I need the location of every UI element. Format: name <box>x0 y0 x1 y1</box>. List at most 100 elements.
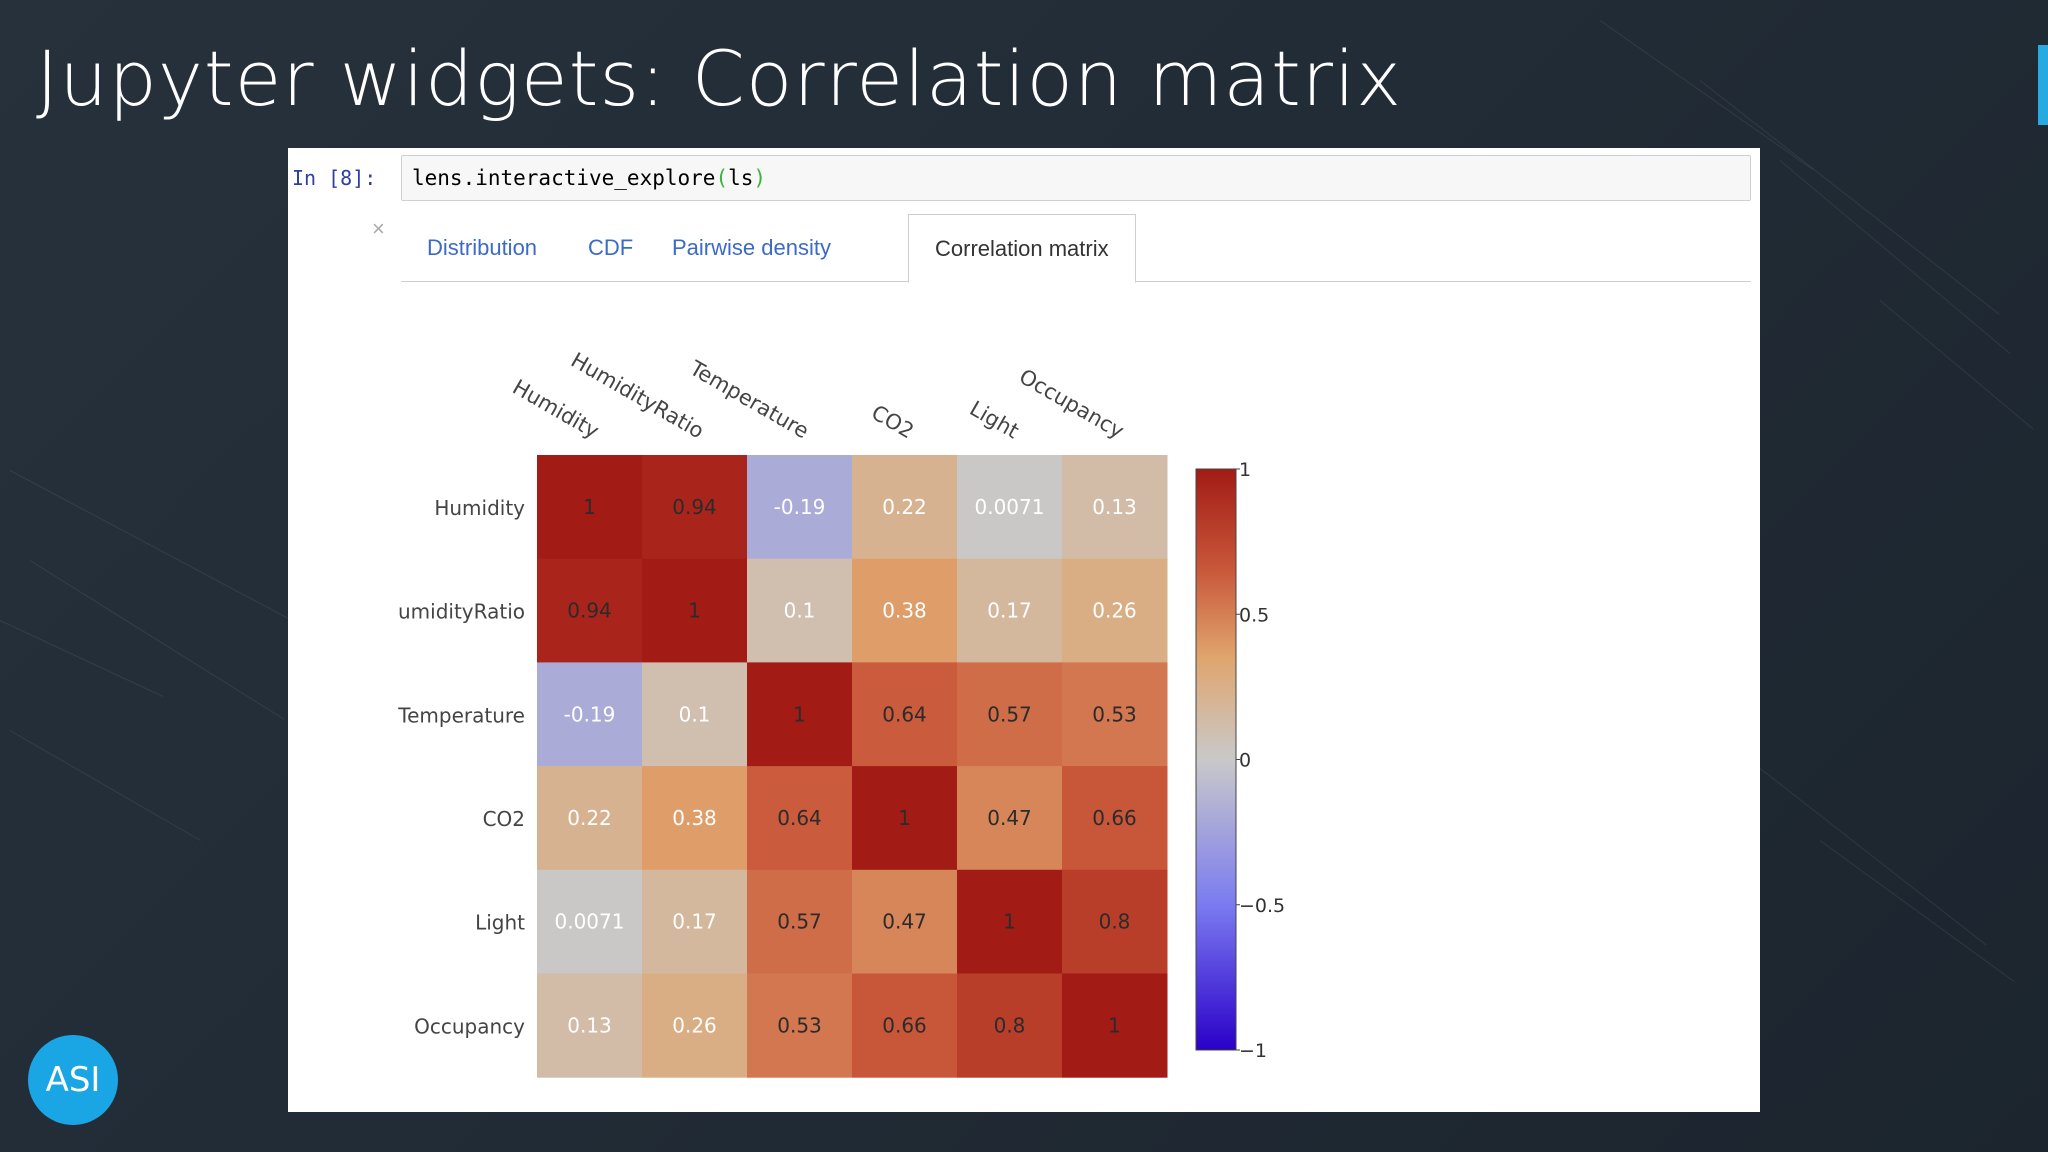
heatmap-cell <box>537 662 643 767</box>
cell-value-label: 0.8 <box>994 1013 1026 1037</box>
cell-value-label: -0.19 <box>774 495 826 519</box>
heatmap-cell <box>957 662 1063 767</box>
cell-value-label: 0.8 <box>1099 910 1131 934</box>
heatmap-cell <box>642 869 748 974</box>
cell-value-label: 0.26 <box>1092 599 1137 623</box>
colorbar-tick-label: 1 <box>1239 459 1251 481</box>
cell-value-label: 0.0071 <box>975 495 1045 519</box>
heatmap-cell <box>852 766 958 871</box>
code-call: lens.interactive_explore <box>412 166 716 190</box>
cell-value-label: 0.47 <box>987 806 1032 830</box>
correlation-heatmap: 1 0.94 -0.19 0.22 0.0071 0.13 0.94 1 0.1 0.38 0.17… <box>397 348 1285 1078</box>
heatmap-cell <box>1062 869 1168 974</box>
cell-value-label: 0.66 <box>1092 806 1137 830</box>
cell-value-label: 0.1 <box>679 702 711 726</box>
heatmap-cell <box>537 766 643 871</box>
cell-value-label: 0.26 <box>672 1013 717 1037</box>
cell-value-label: 0.66 <box>882 1013 927 1037</box>
tab-pairwise-density[interactable]: Pairwise density <box>672 235 831 260</box>
column-label: CO2 <box>867 400 918 443</box>
colorbar-tick-label: 0 <box>1239 750 1251 772</box>
cell-value-label: 0.57 <box>777 910 822 934</box>
heatmap-cell <box>1062 558 1168 663</box>
cell-value-label: 0.1 <box>784 599 816 623</box>
cell-value-label: 0.53 <box>1092 702 1137 726</box>
code-argument: ls <box>728 166 754 190</box>
heatmap-cell <box>957 558 1063 663</box>
cell-value-label: 1 <box>688 599 701 623</box>
background-streak <box>1779 160 2011 354</box>
heatmap-cell <box>1062 973 1168 1078</box>
heatmap-cell <box>537 558 643 663</box>
input-prompt: In [8]: <box>292 166 377 190</box>
heatmap-cell <box>852 558 958 663</box>
cell-value-label: 0.13 <box>1092 495 1137 519</box>
code-input[interactable]: lens.interactive_explore(ls) <box>401 155 1751 201</box>
background-streak <box>9 470 329 640</box>
cell-value-label: 1 <box>583 495 596 519</box>
cell-value-label: 0.94 <box>672 495 717 519</box>
cell-value-label: 0.64 <box>777 806 822 830</box>
colorbar-tick-label: 0.5 <box>1239 604 1269 626</box>
column-label: Light <box>966 396 1023 443</box>
heatmap-cell <box>957 455 1063 560</box>
close-icon[interactable]: × <box>372 216 385 241</box>
heatmap-cell <box>852 662 958 767</box>
background-streak <box>1879 300 2034 430</box>
cell-value-label: 0.0071 <box>555 910 625 934</box>
column-label: Humidity <box>509 375 603 443</box>
heatmap-cell <box>642 662 748 767</box>
code-close-paren: ) <box>753 166 767 190</box>
row-label: Light <box>475 911 525 935</box>
cell-value-label: 0.38 <box>672 806 717 830</box>
background-streak <box>29 560 285 720</box>
cell-value-label: 0.38 <box>882 599 927 623</box>
heatmap-cell <box>957 973 1063 1078</box>
cell-value-label: 0.47 <box>882 910 927 934</box>
heatmap-cell <box>747 455 853 560</box>
background-streak <box>1749 760 1987 946</box>
row-label: Humidity <box>434 496 525 520</box>
cell-value-label: 0.94 <box>567 599 612 623</box>
colorbar-tick-label: −1 <box>1239 1040 1267 1062</box>
cell-value-label: 0.13 <box>567 1013 612 1037</box>
accent-bar <box>2038 45 2048 125</box>
tab-correlation-matrix[interactable]: Correlation matrix <box>908 214 1136 283</box>
cell-value-label: 0.57 <box>987 702 1032 726</box>
cell-value-label: 0.22 <box>882 495 927 519</box>
notebook-cell: In [8]: lens.interactive_explore(ls) × D… <box>288 148 1760 1112</box>
heatmap-cell <box>747 973 853 1078</box>
heatmap-cell <box>957 869 1063 974</box>
row-label: Occupancy <box>414 1014 525 1038</box>
tab-cdf[interactable]: CDF <box>588 235 634 260</box>
heatmap-cell <box>957 766 1063 871</box>
column-label: Occupancy <box>1015 364 1128 443</box>
cell-value-label: 1 <box>1003 910 1016 934</box>
colorbar <box>1195 468 1237 1051</box>
heatmap-cell <box>1062 455 1168 560</box>
heatmap-cell <box>537 869 643 974</box>
cell-value-label: 1 <box>898 806 911 830</box>
tab-distribution[interactable]: Distribution <box>427 235 538 260</box>
cell-value-label: 0.17 <box>672 910 717 934</box>
heatmap-cell <box>537 973 643 1078</box>
heatmap-cell <box>642 766 748 871</box>
cell-value-label: 0.17 <box>987 599 1032 623</box>
heatmap-cell <box>747 869 853 974</box>
heatmap-cell <box>852 973 958 1078</box>
tab-bar: Distribution CDF Pairwise density Correl… <box>401 214 1751 283</box>
row-label: umidityRatio <box>398 600 525 624</box>
heatmap-cell <box>642 455 748 560</box>
heatmap-cell <box>852 869 958 974</box>
background-streak <box>9 730 201 841</box>
cell-value-label: 0.64 <box>882 702 927 726</box>
slide-title: Jupyter widgets: Correlation matrix <box>36 34 1403 123</box>
cell-value-label: 1 <box>793 702 806 726</box>
colorbar-tick-label: −0.5 <box>1239 895 1285 917</box>
column-label: Temperature <box>685 356 813 444</box>
heatmap-cell <box>642 558 748 663</box>
asi-logo: ASI <box>28 1035 118 1125</box>
heatmap-cell <box>642 973 748 1078</box>
heatmap-cell <box>747 662 853 767</box>
heatmap-cell <box>537 455 643 560</box>
